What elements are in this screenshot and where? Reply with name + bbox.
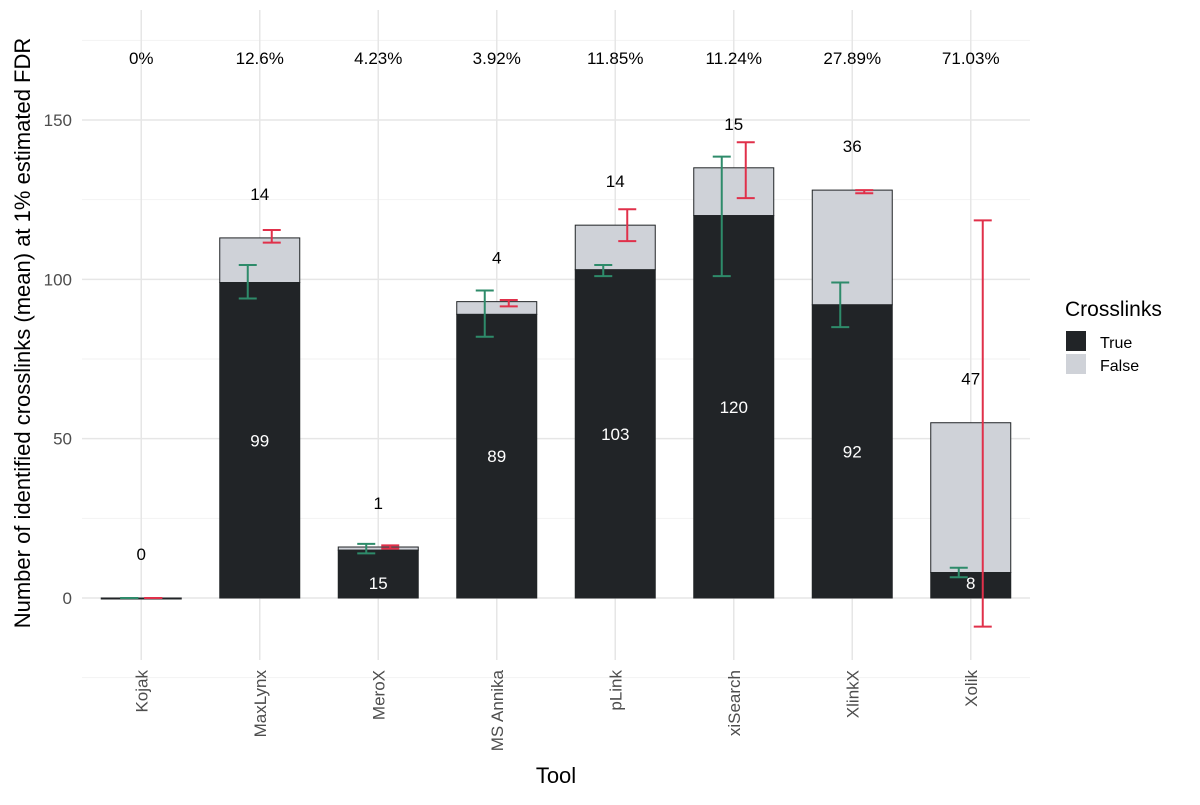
x-tick-label: MaxLynx <box>251 670 270 738</box>
fdr-percentage-label: 4.23% <box>354 49 402 68</box>
bar-segment-true <box>930 572 1012 599</box>
x-tick-label: MS Annika <box>488 669 507 751</box>
bar-segment-false <box>219 237 301 284</box>
false-count-label: 4 <box>492 249 501 268</box>
data-labels-layer: 0% 0 12.6% 14 99 4.23% 1 15 3.92% 4 89 11.85% 14 103 1… <box>129 49 1000 593</box>
bar-segment-false <box>930 422 1012 574</box>
y-tick-label: 0 <box>63 589 72 608</box>
false-count-label: 0 <box>137 545 146 564</box>
false-count-label: 14 <box>250 185 269 204</box>
bar-segment-true <box>574 269 656 599</box>
true-count-label: 89 <box>487 447 506 466</box>
bar-segment-true <box>693 215 775 599</box>
false-count-label: 14 <box>606 172 625 191</box>
legend: Crosslinks True False <box>1065 298 1162 375</box>
legend-swatch-false <box>1066 354 1086 374</box>
y-tick-label: 50 <box>53 430 72 449</box>
false-count-label: 36 <box>843 137 862 156</box>
fdr-percentage-label: 3.92% <box>473 49 521 68</box>
x-tick-label: pLink <box>606 670 625 711</box>
bar-segment-true <box>100 597 182 600</box>
false-count-label: 47 <box>961 370 980 389</box>
bar-segment-false <box>456 301 538 315</box>
true-count-label: 120 <box>720 398 748 417</box>
fdr-percentage-label: 11.24% <box>706 49 762 68</box>
true-count-label: 92 <box>843 442 862 461</box>
legend-label-false: False <box>1100 358 1139 375</box>
true-count-label: 15 <box>369 574 388 593</box>
fdr-percentage-label: 71.03% <box>942 49 1000 68</box>
x-tick-label: xiSearch <box>725 670 744 736</box>
bar-segment-false <box>811 189 893 306</box>
true-count-label: 8 <box>966 574 975 593</box>
y-axis-title: Number of identified crosslinks (mean) a… <box>10 38 35 629</box>
bar-segment-true <box>219 282 301 599</box>
x-tick-label: XlinkX <box>843 670 862 718</box>
bar-segment-true <box>811 304 893 599</box>
bar-segment-true <box>456 313 538 599</box>
legend-label-true: True <box>1100 335 1132 352</box>
fdr-percentage-label: 11.85% <box>587 49 643 68</box>
bars-layer <box>100 167 1012 600</box>
true-count-label: 103 <box>601 425 629 444</box>
x-axis-title: Tool <box>536 763 576 788</box>
x-tick-label: Kojak <box>132 670 151 713</box>
false-count-label: 1 <box>374 494 383 513</box>
error-bars-layer <box>120 141 992 628</box>
fdr-percentage-label: 12.6% <box>236 49 284 68</box>
y-tick-label: 150 <box>44 111 72 130</box>
fdr-percentage-label: 0% <box>129 49 154 68</box>
legend-swatch-true <box>1066 331 1086 351</box>
x-tick-label: Xolik <box>962 670 981 707</box>
bar-segment-false <box>693 167 775 217</box>
false-count-label: 15 <box>724 115 743 134</box>
true-count-label: 99 <box>250 431 269 450</box>
bar-segment-false <box>574 224 656 271</box>
bar-segment-true <box>337 549 419 599</box>
fdr-percentage-label: 27.89% <box>823 49 881 68</box>
legend-title: Crosslinks <box>1065 298 1162 321</box>
x-tick-label: MeroX <box>369 670 388 720</box>
y-tick-label: 100 <box>44 270 72 289</box>
